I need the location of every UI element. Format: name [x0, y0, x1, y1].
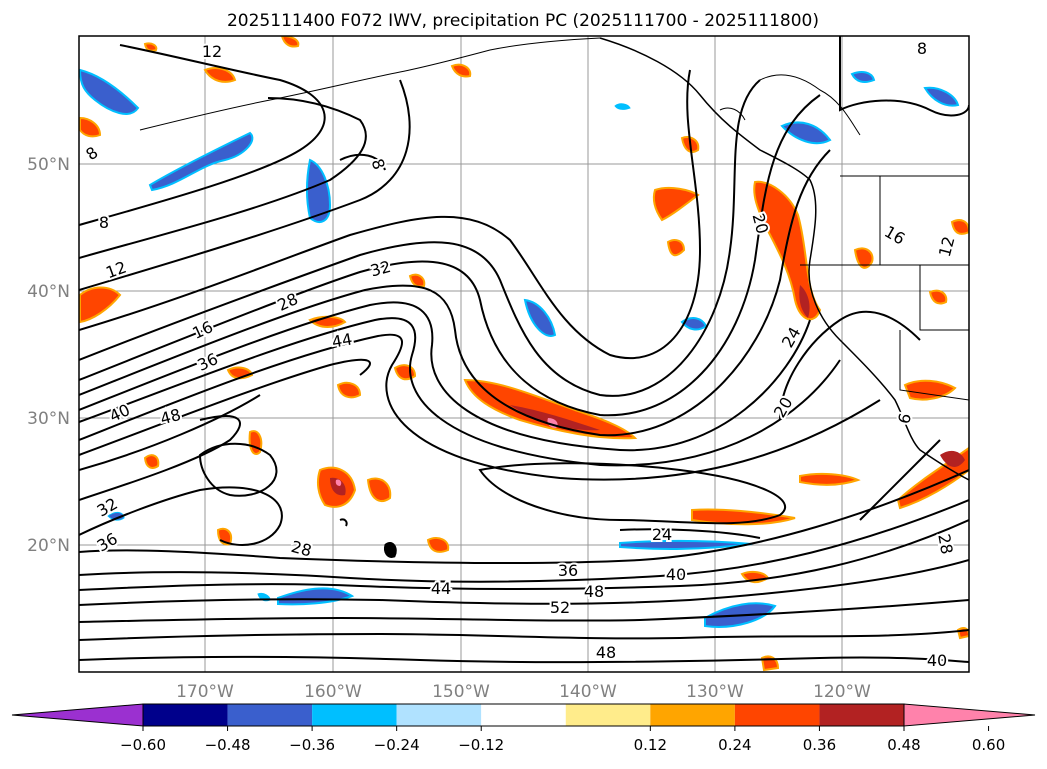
- lat-label: 50°N: [27, 155, 70, 175]
- colorbar-tick-label: 0.12: [634, 736, 667, 754]
- contour-label: 44: [431, 579, 451, 598]
- lon-labels: 170°W 160°W 150°W 140°W 130°W 120°W: [176, 682, 871, 702]
- contour-label: 40: [927, 651, 947, 670]
- colorbar-tick-label: 0.24: [718, 736, 751, 754]
- lon-label: 130°W: [686, 682, 744, 702]
- lat-label: 30°N: [27, 409, 70, 429]
- figure-title: 2025111400 F072 IWV, precipitation PC (2…: [227, 11, 819, 31]
- lon-label: 140°W: [559, 682, 617, 702]
- colorbar-segment: [734, 704, 820, 726]
- colorbar-segment: [819, 704, 904, 726]
- lat-label: 20°N: [27, 536, 70, 556]
- colorbar-tick-label: −0.24: [374, 736, 420, 754]
- lon-label: 160°W: [304, 682, 362, 702]
- colorbar-segment: [312, 704, 397, 726]
- precip-negative: [79, 68, 960, 628]
- colorbar-tick-label: 0.36: [803, 736, 836, 754]
- colorbar-tick-label: −0.36: [289, 736, 335, 754]
- lon-label: 170°W: [176, 682, 234, 702]
- contour-label: 36: [558, 561, 578, 580]
- contour-label: 8: [917, 39, 927, 58]
- map-frame: [78, 35, 970, 673]
- contour-label: 12: [202, 42, 222, 61]
- colorbar-extend-high: [903, 703, 1036, 727]
- colorbar-tick-label: −0.60: [120, 736, 166, 754]
- colorbar-tick-label: −0.48: [205, 736, 251, 754]
- contour-label: 52: [550, 598, 570, 617]
- colorbar-segment: [481, 704, 566, 726]
- precip-positive: [79, 36, 969, 672]
- colorbar-outline: [142, 703, 905, 727]
- colorbar-segment: [565, 704, 651, 726]
- colorbar-segment: [396, 704, 482, 726]
- map-area: [79, 36, 969, 672]
- colorbar-segment: [227, 704, 313, 726]
- colorbar-tick-label: 0.48: [887, 736, 920, 754]
- colorbar-segment: [143, 704, 228, 726]
- contour-label: 8: [99, 213, 109, 232]
- contour-label: 44: [330, 329, 353, 351]
- contour-label: 40: [666, 565, 686, 584]
- contour-label: 48: [596, 643, 616, 662]
- colorbar-tick-label: 0.60: [972, 736, 1005, 754]
- contour-label: 24: [652, 525, 672, 544]
- iwv-contours: [79, 36, 969, 664]
- colorbar: −0.60 −0.48 −0.36 −0.24 −0.12 0.12 0.24 0.36 0.4…: [11, 703, 1036, 754]
- lon-label: 120°W: [813, 682, 871, 702]
- contour-label: 28: [934, 532, 956, 555]
- colorbar-extend-low: [11, 703, 144, 727]
- contour-label: 48: [584, 582, 604, 601]
- colorbar-segment: [650, 704, 735, 726]
- colorbar-tick-label: −0.12: [458, 736, 504, 754]
- lat-label: 40°N: [27, 282, 70, 302]
- lon-label: 150°W: [432, 682, 490, 702]
- coastlines: [139, 37, 969, 558]
- lat-labels: 50°N 40°N 30°N 20°N: [27, 155, 70, 556]
